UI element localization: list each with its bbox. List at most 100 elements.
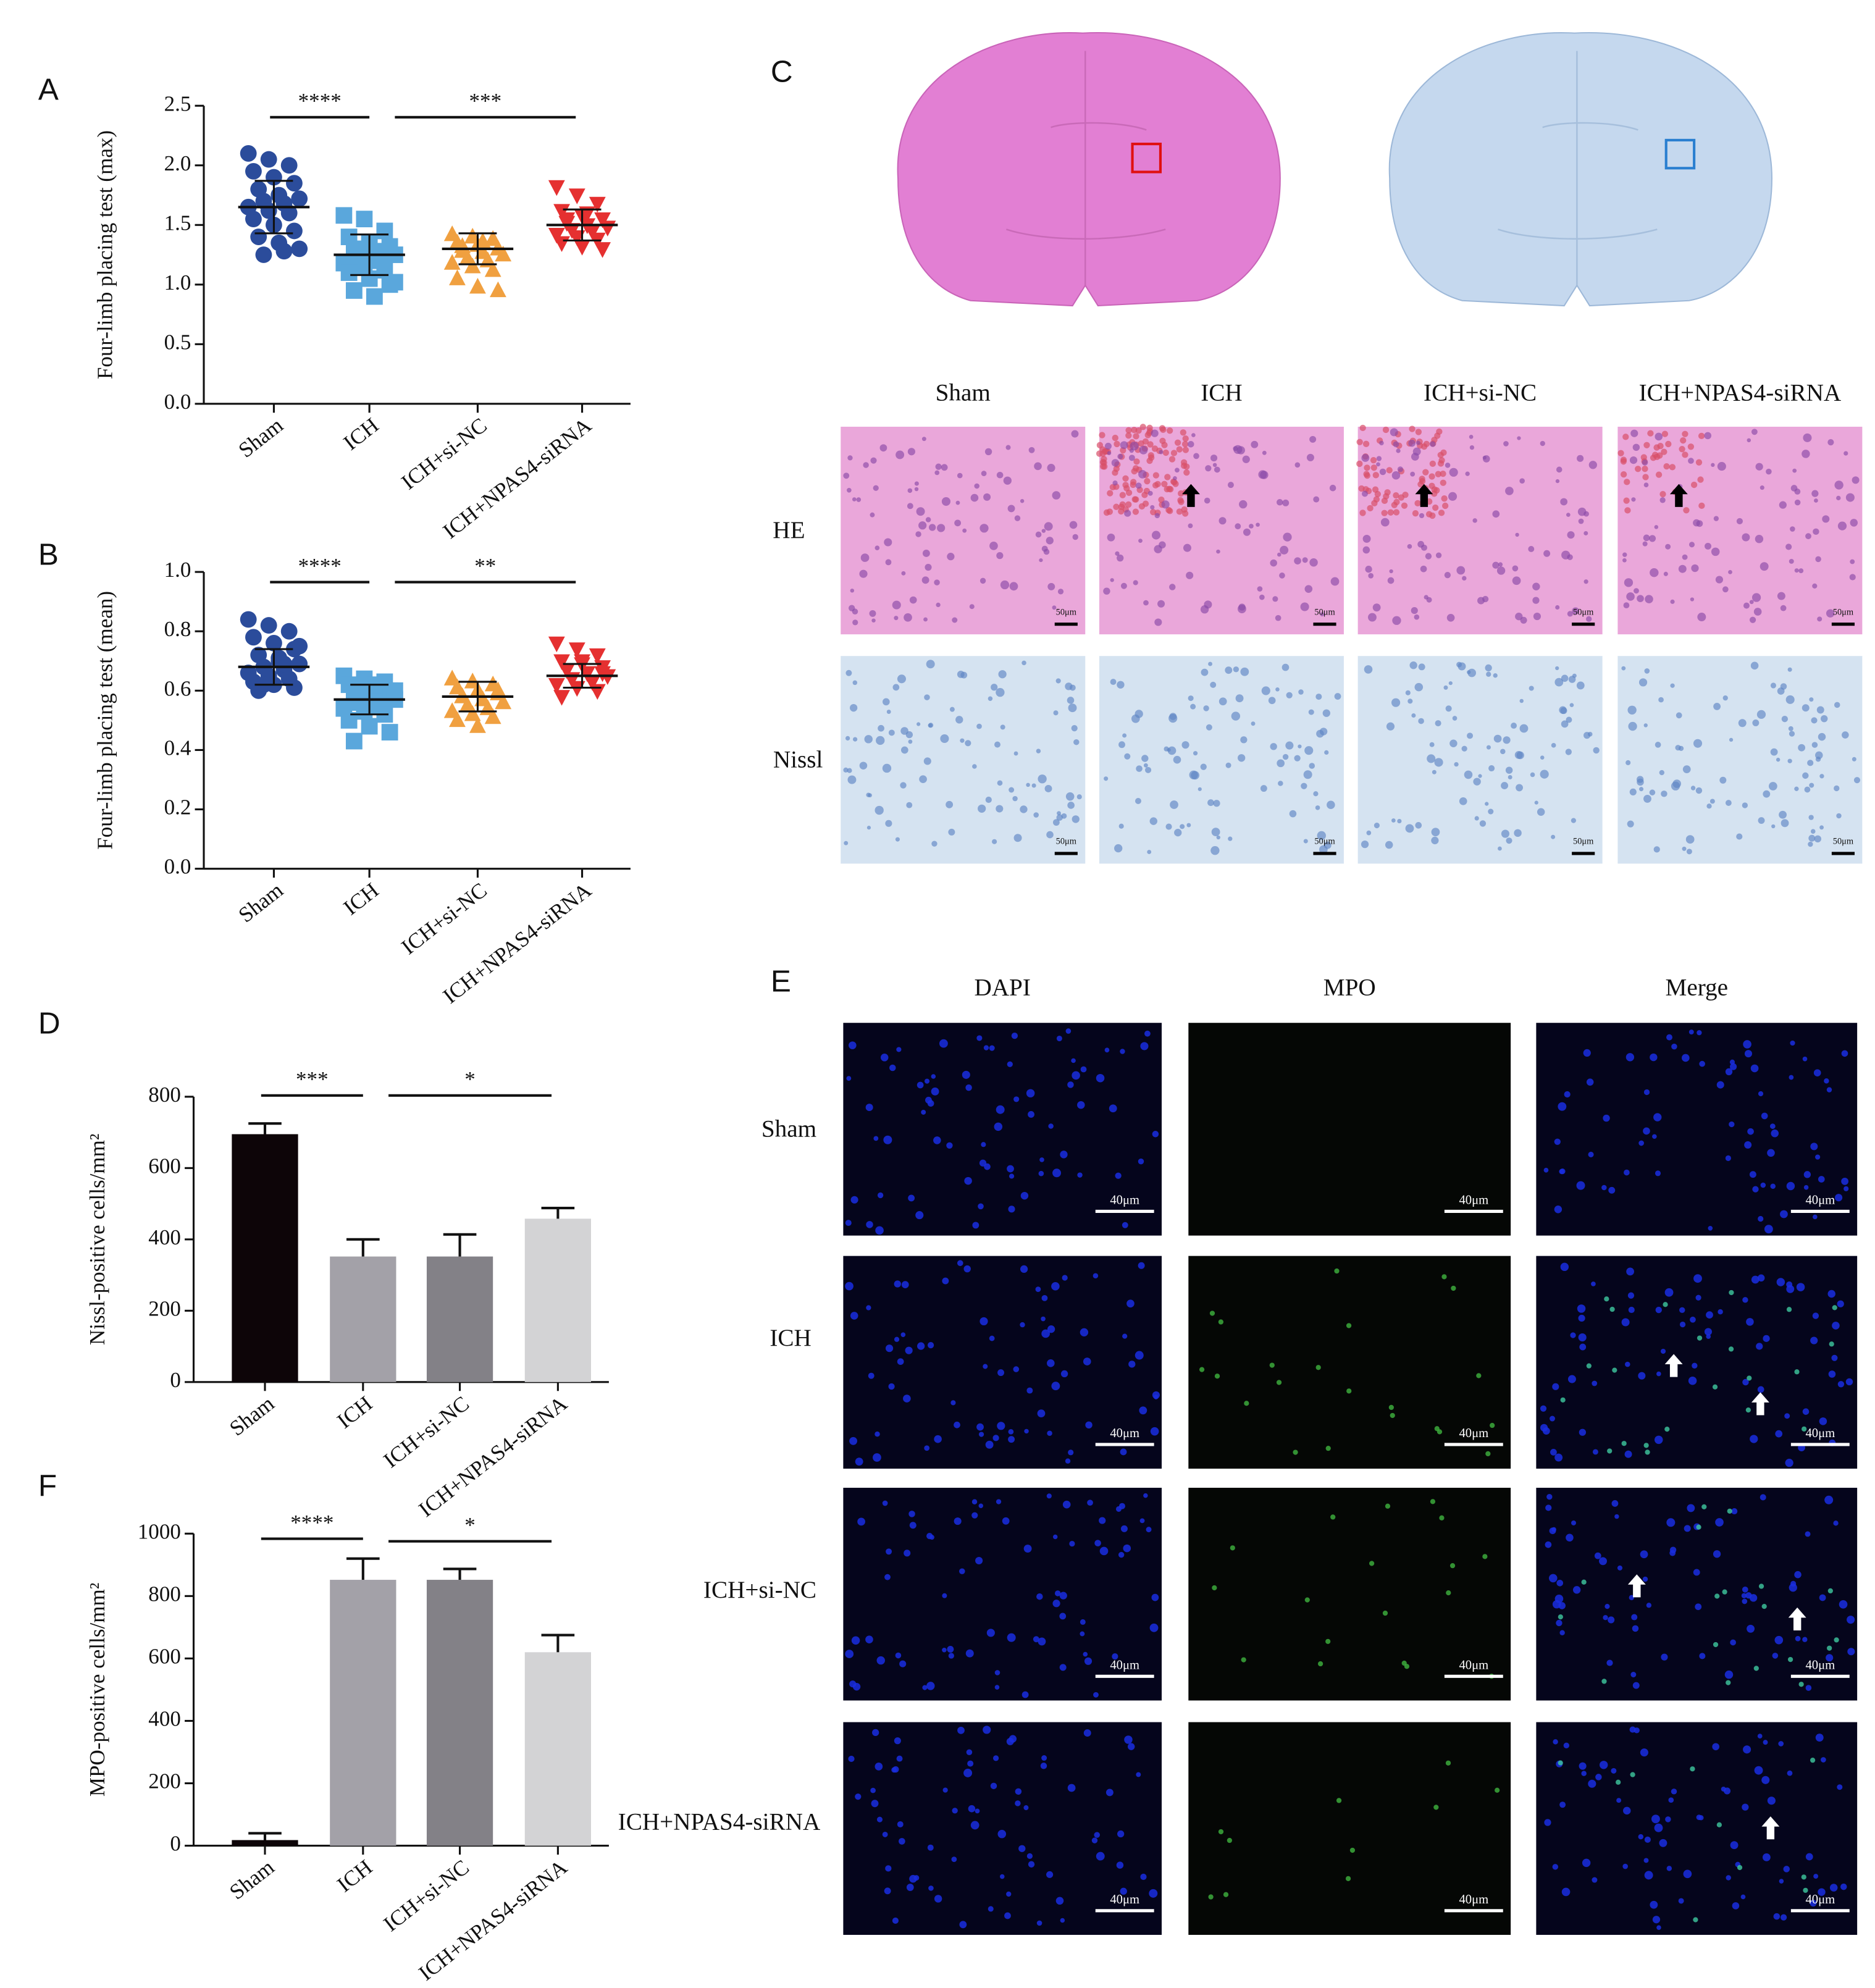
nucleus (1138, 1158, 1144, 1165)
cell (1809, 782, 1814, 788)
cell (885, 820, 892, 827)
cell (1249, 524, 1254, 529)
mpo-cell (1722, 1589, 1727, 1595)
mpo-cell (1212, 1585, 1217, 1591)
micrograph: 50μm (1617, 656, 1863, 864)
rbc (1429, 460, 1436, 468)
cell (1122, 733, 1127, 738)
nucleus (892, 1917, 899, 1924)
rbc (1180, 429, 1186, 436)
cell (1272, 596, 1278, 602)
cell (1047, 464, 1055, 472)
cell (1827, 439, 1834, 446)
mpo-cell (1612, 1367, 1617, 1373)
cell (1850, 519, 1858, 527)
nucleus (855, 1793, 862, 1800)
mpo-cell (1325, 1638, 1331, 1644)
cell (1743, 602, 1750, 609)
mpo-cell (1208, 1894, 1214, 1900)
tile (1099, 656, 1344, 864)
cell (1501, 829, 1509, 838)
mpo-cell (1304, 1597, 1310, 1603)
nucleus (952, 1808, 958, 1814)
cell (843, 767, 849, 773)
cell (1528, 546, 1535, 552)
rbc (1642, 474, 1649, 480)
cell (888, 729, 895, 736)
nucleus (1556, 1619, 1562, 1627)
cell (1061, 813, 1067, 819)
nucleus (1087, 1499, 1093, 1506)
rbc (1166, 427, 1173, 434)
mpo-cell (1690, 1766, 1695, 1772)
nucleus (1767, 1149, 1775, 1157)
micrograph: 40μm (1188, 1256, 1511, 1469)
cell (1304, 746, 1314, 755)
tile (1188, 1722, 1511, 1935)
nucleus (1750, 1064, 1759, 1073)
cell (1365, 566, 1372, 573)
nucleus (976, 1035, 983, 1041)
nucleus (1067, 1081, 1074, 1088)
nucleus (896, 1755, 903, 1762)
cell (1033, 812, 1039, 818)
y-tick-label: 0.6 (164, 676, 191, 700)
cell (1798, 568, 1804, 574)
nucleus (978, 1203, 984, 1210)
cell (1117, 554, 1124, 562)
nucleus (1093, 1692, 1099, 1698)
nucleus (897, 1821, 904, 1827)
nucleus (1015, 1788, 1022, 1795)
cell (863, 462, 869, 468)
nucleus (1020, 1322, 1025, 1328)
nucleus (1599, 1761, 1608, 1769)
nucleus (939, 1039, 948, 1048)
cell (1751, 429, 1758, 435)
rbc (1364, 472, 1370, 479)
nucleus (1004, 1912, 1011, 1919)
rbc (1107, 490, 1114, 497)
cell (1445, 463, 1451, 468)
nucleus (1696, 1814, 1702, 1821)
cell (947, 553, 955, 561)
mpo-cell (1616, 1779, 1621, 1785)
rbc (1356, 438, 1363, 445)
nucleus (1643, 1858, 1649, 1863)
cell (1028, 447, 1035, 453)
cell (1794, 568, 1799, 573)
y-tick-label: 0 (170, 1368, 181, 1392)
nucleus (950, 1400, 956, 1406)
cell (1622, 552, 1627, 557)
cell (1777, 592, 1785, 600)
cell (1555, 605, 1560, 610)
mpo-cell (1293, 1449, 1298, 1455)
cell (1038, 774, 1047, 784)
cell (928, 524, 936, 531)
cell (937, 524, 946, 532)
nucleus (1632, 1625, 1639, 1632)
cell (1837, 521, 1847, 531)
panel-letter: B (38, 537, 59, 571)
row-label: ICH+si-NC (703, 1577, 816, 1603)
mpo-cell (1485, 1451, 1491, 1457)
cell (1396, 448, 1401, 453)
nucleus (1018, 1845, 1026, 1852)
nucleus (994, 1685, 1000, 1690)
nucleus (1105, 1789, 1114, 1797)
cell (1114, 844, 1123, 853)
cell (1003, 476, 1012, 485)
cell (1431, 828, 1440, 837)
nucleus (1567, 1375, 1576, 1383)
mpo-cell (1218, 1829, 1224, 1835)
cell (1320, 612, 1325, 616)
nucleus (1628, 1306, 1635, 1314)
cell (1533, 612, 1542, 621)
cell (843, 472, 850, 479)
nucleus (1067, 1784, 1076, 1792)
nucleus (1583, 1049, 1591, 1057)
y-tick-label: 600 (148, 1154, 181, 1178)
nucleus (1563, 1742, 1569, 1748)
cell (1104, 442, 1112, 450)
tile (1188, 1023, 1511, 1236)
nucleus (927, 1844, 934, 1851)
